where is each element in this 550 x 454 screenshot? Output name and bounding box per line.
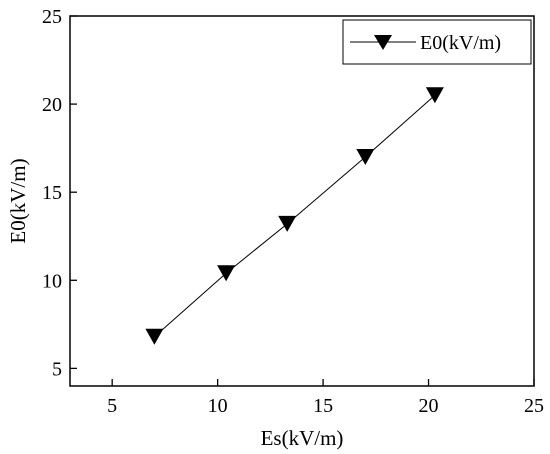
data-point-marker: [217, 265, 236, 282]
x-tick-label: 20: [419, 395, 439, 417]
y-axis-ticks: 5 10 15 20 25: [42, 6, 77, 380]
plot-frame: [69, 15, 535, 387]
data-point-marker: [356, 149, 375, 165]
legend: E0(kV/m): [342, 19, 532, 65]
data-point-marker: [425, 87, 444, 104]
x-axis-ticks: 5 10 15 20 25: [107, 379, 544, 417]
y-tick-label: 25: [42, 6, 62, 28]
series-layer: [145, 87, 444, 345]
y-tick-label: 5: [52, 358, 62, 380]
x-tick-label: 10: [208, 395, 228, 417]
y-tick-label: 20: [42, 94, 62, 116]
legend-marker-icon: [374, 35, 392, 50]
x-tick-label: 15: [313, 395, 333, 417]
x-axis-label: Es(kV/m): [261, 426, 344, 450]
x-tick-label: 5: [107, 395, 117, 417]
legend-label: E0(kV/m): [420, 32, 501, 54]
y-axis-label: E0(kV/m): [6, 158, 30, 243]
data-point-marker: [145, 328, 164, 345]
y-tick-label: 10: [42, 270, 62, 292]
data-point-marker: [278, 215, 297, 232]
x-tick-label: 25: [524, 395, 544, 417]
y-tick-label: 15: [42, 182, 62, 204]
